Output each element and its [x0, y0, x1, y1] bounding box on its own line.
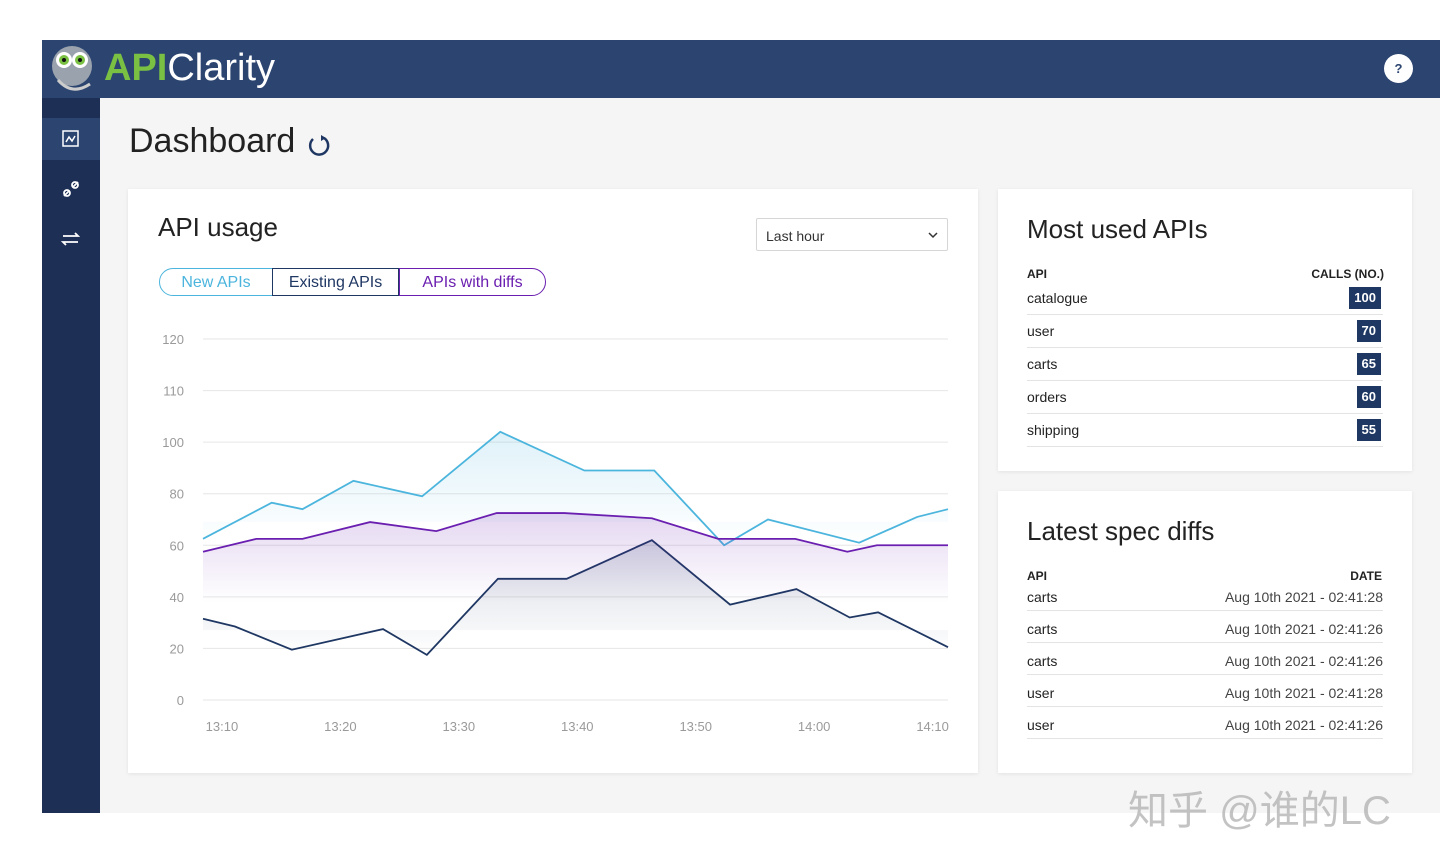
x-tick-label: 13:20 — [324, 719, 357, 734]
row-separator — [1027, 314, 1383, 315]
x-tick-label: 14:00 — [798, 719, 831, 734]
row-separator — [1027, 610, 1383, 611]
row-separator — [1027, 347, 1383, 348]
row-separator — [1027, 674, 1383, 675]
sidebar-icons — [60, 130, 81, 246]
column-header: API — [1027, 267, 1048, 281]
y-tick-label: 40 — [170, 590, 184, 605]
diff-date: Aug 10th 2021 - 02:41:28 — [1224, 589, 1383, 605]
y-tick-label: 0 — [177, 693, 184, 708]
usage-chart: 0 20 40 60 80 100 110 120 13:10 13:20 13:30 13:40 13… — [162, 332, 949, 734]
dashboard-icon[interactable] — [62, 130, 79, 147]
series-tab[interactable]: APIs with diffs — [399, 268, 546, 296]
y-tick-label: 60 — [170, 538, 184, 553]
x-tick-label: 13:30 — [443, 719, 476, 734]
page-title: Dashboard — [129, 122, 296, 160]
logo-icon — [52, 46, 92, 91]
calls-badge: 100 — [1349, 287, 1381, 309]
time-filter[interactable]: Last hour — [756, 218, 948, 251]
column-header: API — [1027, 569, 1048, 583]
diff-date: Aug 10th 2021 - 02:41:26 — [1224, 621, 1383, 637]
row-separator — [1027, 413, 1383, 414]
time-filter-label: Last hour — [766, 228, 825, 244]
catalog-icon[interactable] — [63, 181, 79, 197]
row-separator — [1027, 446, 1383, 447]
brand-name: Clarity — [167, 47, 276, 89]
card-title: API usage — [158, 212, 278, 242]
diff-date: Aug 10th 2021 - 02:41:26 — [1224, 717, 1383, 733]
card-title: Most used APIs — [1027, 214, 1208, 244]
api-name: carts — [1027, 621, 1058, 637]
y-tick-label: 80 — [170, 487, 184, 502]
y-tick-label: 120 — [162, 332, 184, 347]
help-button[interactable]: ? — [1384, 54, 1413, 83]
series-line — [202, 512, 948, 553]
x-tick-label: 13:50 — [679, 719, 712, 734]
refresh-icon[interactable] — [306, 132, 332, 158]
series-tab[interactable]: Existing APIs — [272, 268, 399, 296]
api-name: carts — [1027, 653, 1058, 669]
row-separator — [1027, 642, 1383, 643]
series-area — [203, 513, 948, 604]
calls-badge: 55 — [1356, 419, 1381, 441]
brand: APIClarity — [104, 46, 275, 90]
column-header: DATE — [1350, 569, 1382, 583]
brand-strong: API — [104, 47, 168, 89]
api-name: carts — [1027, 589, 1058, 605]
card-title: Latest spec diffs — [1027, 516, 1215, 546]
series-line — [202, 430, 949, 547]
row-separator — [1027, 380, 1383, 381]
api-name: orders — [1027, 389, 1067, 405]
series-area — [203, 431, 948, 546]
y-tick-label: 100 — [162, 435, 184, 450]
latest-diffs-card — [998, 491, 1412, 773]
sidebar — [42, 98, 100, 813]
watermark: 知乎 @谁的LC — [1128, 789, 1391, 833]
api-name: catalogue — [1027, 290, 1088, 306]
api-name: user — [1027, 323, 1055, 339]
x-tick-label: 13:40 — [561, 719, 594, 734]
column-header: CALLS (NO.) — [1311, 267, 1384, 281]
y-tick-label: 20 — [170, 641, 184, 656]
header — [42, 40, 1440, 98]
api-name: carts — [1027, 356, 1058, 372]
diff-date: Aug 10th 2021 - 02:41:26 — [1224, 653, 1383, 669]
api-name: user — [1027, 717, 1055, 733]
diffs-icon[interactable] — [60, 232, 81, 246]
y-tick-label: 110 — [163, 384, 184, 399]
row-separator — [1027, 706, 1383, 707]
x-tick-label: 14:10 — [916, 719, 949, 734]
diff-date: Aug 10th 2021 - 02:41:28 — [1224, 685, 1383, 701]
row-separator — [1027, 738, 1383, 739]
calls-badge: 70 — [1356, 320, 1381, 342]
calls-badge: 60 — [1356, 386, 1381, 408]
most-used-card — [998, 189, 1412, 471]
chevron — [928, 232, 938, 239]
api-name: user — [1027, 685, 1055, 701]
calls-badge: 65 — [1356, 353, 1381, 375]
api-name: shipping — [1027, 422, 1080, 438]
series-tab[interactable]: New APIs — [159, 268, 273, 296]
x-tick-label: 13:10 — [206, 719, 239, 734]
